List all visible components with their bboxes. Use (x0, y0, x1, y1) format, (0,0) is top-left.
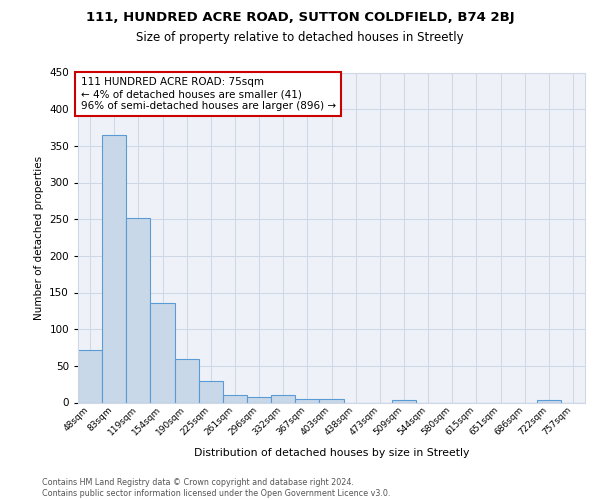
Y-axis label: Number of detached properties: Number of detached properties (34, 156, 44, 320)
Bar (78, 350, 102, 403)
Bar (151, 303, 175, 402)
Text: Contains HM Land Registry data © Crown copyright and database right 2024.
Contai: Contains HM Land Registry data © Crown c… (42, 478, 391, 498)
Bar (126, 218, 151, 402)
Bar (199, 380, 223, 402)
Bar (295, 399, 319, 402)
Bar (319, 399, 344, 402)
Text: 111 HUNDRED ACRE ROAD: 75sqm
← 4% of detached houses are smaller (41)
96% of sem: 111 HUNDRED ACRE ROAD: 75sqm ← 4% of det… (80, 78, 335, 110)
Bar (537, 400, 561, 402)
Bar (271, 395, 295, 402)
X-axis label: Distribution of detached houses by size in Streetly: Distribution of detached houses by size … (194, 448, 469, 458)
Bar (247, 396, 271, 402)
Bar (223, 395, 247, 402)
Bar (392, 400, 416, 402)
Bar (175, 359, 199, 403)
Text: 111, HUNDRED ACRE ROAD, SUTTON COLDFIELD, B74 2BJ: 111, HUNDRED ACRE ROAD, SUTTON COLDFIELD… (86, 12, 514, 24)
Text: Size of property relative to detached houses in Streetly: Size of property relative to detached ho… (136, 31, 464, 44)
Bar (102, 135, 126, 402)
